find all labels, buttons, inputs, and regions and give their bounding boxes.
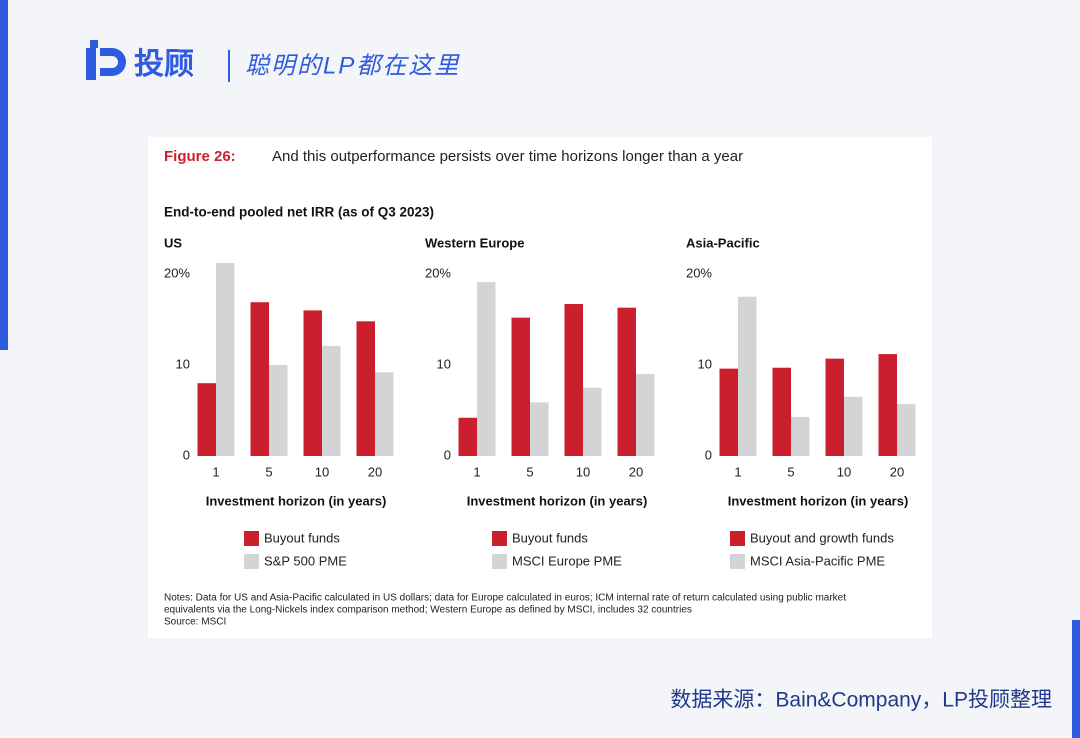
legend-label: S&P 500 PME [264,553,347,568]
bar [844,396,863,456]
bar [530,402,549,456]
x-tick-label: 5 [526,464,533,479]
bar [617,307,636,456]
subtitle: End-to-end pooled net IRR (as of Q3 2023… [164,205,434,220]
legend-swatch [730,554,745,569]
legend-swatch [492,554,507,569]
bar [564,304,583,456]
bar [636,374,655,456]
legend-label: Buyout funds [512,530,588,545]
x-tick-label: 20 [368,464,382,479]
bar [897,404,916,456]
bar [269,365,288,456]
legend-swatch [244,554,259,569]
note-line: equivalents via the Long-Nickels index c… [164,605,692,616]
panel-title: Asia-Pacific [686,235,760,250]
y-tick-label: 20% [164,265,190,280]
y-tick-label: 10 [437,356,451,371]
source: Source: MSCI [164,617,226,628]
bar [216,263,235,456]
brand: 投顾 [134,48,194,81]
x-tick-label: 5 [265,464,272,479]
x-tick-label: 1 [212,464,219,479]
bar [197,383,216,456]
legend-label: Buyout funds [264,530,340,545]
legend-swatch [244,531,259,546]
slogan: 聪明的LP都在这里 [245,52,460,79]
bar [738,296,757,456]
x-tick-label: 10 [315,464,329,479]
logo-icon [86,40,126,80]
bar [719,368,738,456]
bar [772,367,791,456]
x-tick-label: 10 [837,464,851,479]
x-axis-label: Investment horizon (in years) [728,493,909,508]
x-tick-label: 10 [576,464,590,479]
footer-credit: 数据来源：Bain&Company，LP投顾整理 [670,689,1052,712]
bar [375,372,394,456]
legend-label: MSCI Europe PME [512,553,622,568]
x-tick-label: 20 [629,464,643,479]
bar [583,387,602,456]
bar [458,417,477,456]
bar [791,416,810,456]
figure-label: Figure 26: [164,148,236,165]
x-tick-label: 1 [734,464,741,479]
y-tick-label: 0 [705,447,712,462]
figure-title: And this outperformance persists over ti… [272,148,743,165]
accent-bar [0,0,8,350]
bar [250,302,269,456]
legend-swatch [730,531,745,546]
y-tick-label: 20% [686,265,712,280]
y-tick-label: 0 [183,447,190,462]
panel-title: Western Europe [425,235,524,250]
x-tick-label: 20 [890,464,904,479]
panel-title: US [164,235,182,250]
x-axis-label: Investment horizon (in years) [206,493,387,508]
y-tick-label: 10 [176,356,190,371]
legend-label: MSCI Asia-Pacific PME [750,553,885,568]
legend-swatch [492,531,507,546]
bar [477,282,496,456]
x-tick-label: 5 [787,464,794,479]
bar [303,310,322,456]
y-tick-label: 20% [425,265,451,280]
y-tick-label: 0 [444,447,451,462]
x-axis-label: Investment horizon (in years) [467,493,648,508]
accent-bar [1072,620,1080,738]
x-tick-label: 1 [473,464,480,479]
bar [511,317,530,456]
bar [878,354,897,456]
bar [356,321,375,456]
bar [322,345,341,456]
legend-label: Buyout and growth funds [750,530,894,545]
y-tick-label: 10 [698,356,712,371]
bar [825,358,844,456]
note-line: Notes: Data for US and Asia-Pacific calc… [164,593,846,604]
